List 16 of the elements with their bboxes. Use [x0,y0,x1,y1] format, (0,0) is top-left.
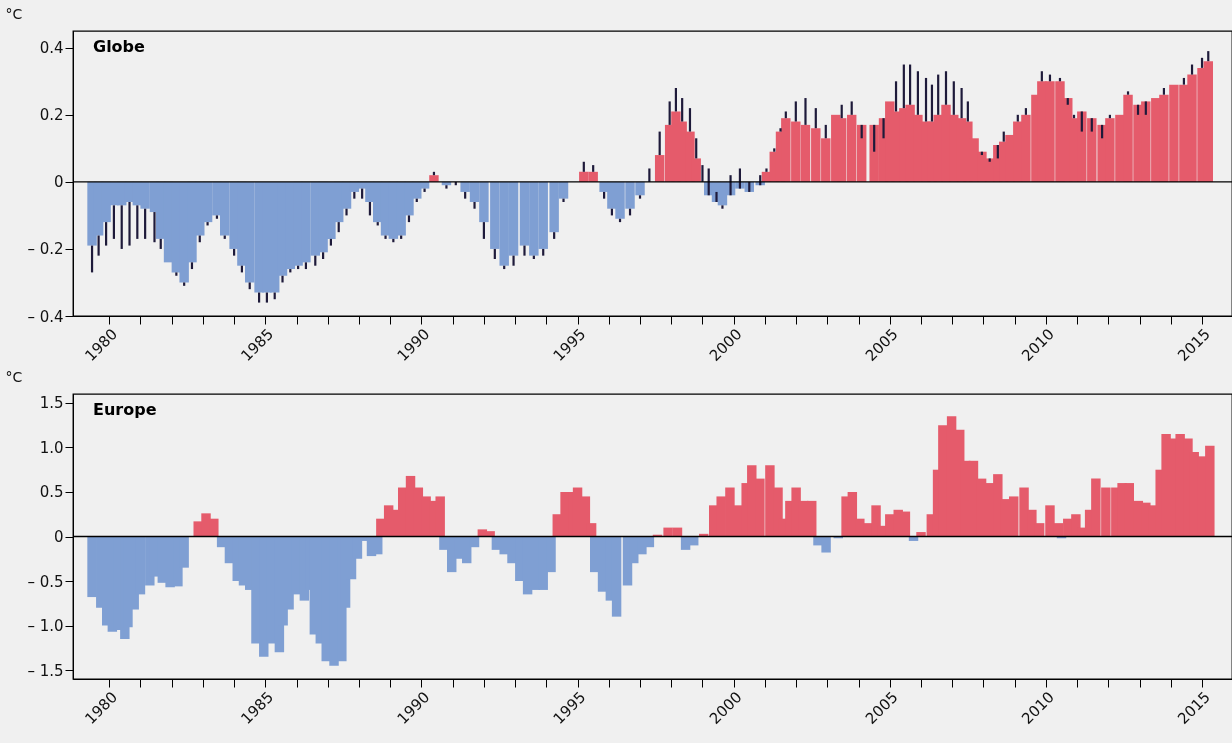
y-axis-title: °C [5,368,23,385]
y-tick-label: – 1.0 [27,617,64,636]
y-tick-label: – 0.5 [27,572,64,591]
y-tick-label: 0.2 [39,106,64,125]
y-tick-label: 0 [53,528,64,546]
y-tick-label: – 0.4 [27,307,64,326]
chart-title: Globe [93,37,146,56]
y-tick-label: 1.0 [39,438,64,457]
y-tick-label: 0 [53,173,64,192]
chart-title: Europe [93,400,157,419]
y-tick-label: 1.5 [39,394,64,413]
y-tick-label: – 1.5 [27,661,64,680]
y-tick-label: 0.4 [39,39,64,58]
y-tick-label: 0.5 [39,483,64,502]
y-axis-title: °C [5,5,23,22]
y-tick-label: – 0.2 [27,240,64,259]
